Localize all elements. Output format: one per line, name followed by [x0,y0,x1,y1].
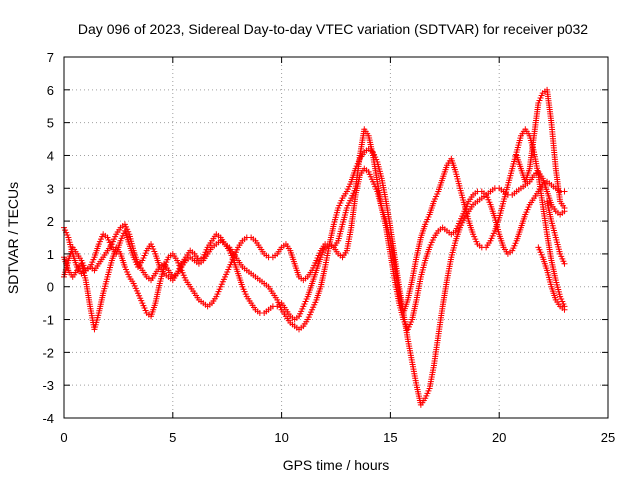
series-track-c [513,86,568,211]
y-tick-label: -3 [42,378,54,393]
plot-frame [63,56,609,419]
data-point [561,260,568,267]
series-track-d [61,165,568,333]
y-axis-label: SDTVAR / TECUs [5,182,21,294]
x-tick-label: 5 [169,430,176,445]
plot-grid [64,57,608,418]
y-tick-label: 2 [47,214,54,229]
x-tick-label: 10 [274,430,288,445]
y-tick-label: 6 [47,83,54,98]
x-axis-label: GPS time / hours [283,457,390,473]
y-tick-label: 4 [47,148,54,163]
series-track-e [535,244,568,313]
y-tick-label: 0 [47,280,54,295]
data-point [561,306,568,313]
y-tick-label: -2 [42,345,54,360]
x-tick-label: 0 [60,430,67,445]
data-point [561,204,568,211]
data-points [61,86,568,408]
y-tick-label: 5 [47,116,54,131]
y-tick-label: 3 [47,181,54,196]
x-tick-label: 15 [383,430,397,445]
x-tick-label: 20 [492,430,506,445]
chart-title: Day 096 of 2023, Sidereal Day-to-day VTE… [78,21,588,37]
series-track-f [544,198,568,267]
x-tick-label: 25 [601,430,615,445]
y-tick-label: -4 [42,411,54,426]
y-tick-label: -1 [42,313,54,328]
y-tick-label: 7 [47,50,54,65]
series-track-b [61,126,568,333]
axis-ticks: -4 -3 -2 -1 0 1 2 3 4 5 6 7 0 5 10 15 20 25 [42,50,615,445]
data-point [561,188,568,195]
y-tick-label: 1 [47,247,54,262]
